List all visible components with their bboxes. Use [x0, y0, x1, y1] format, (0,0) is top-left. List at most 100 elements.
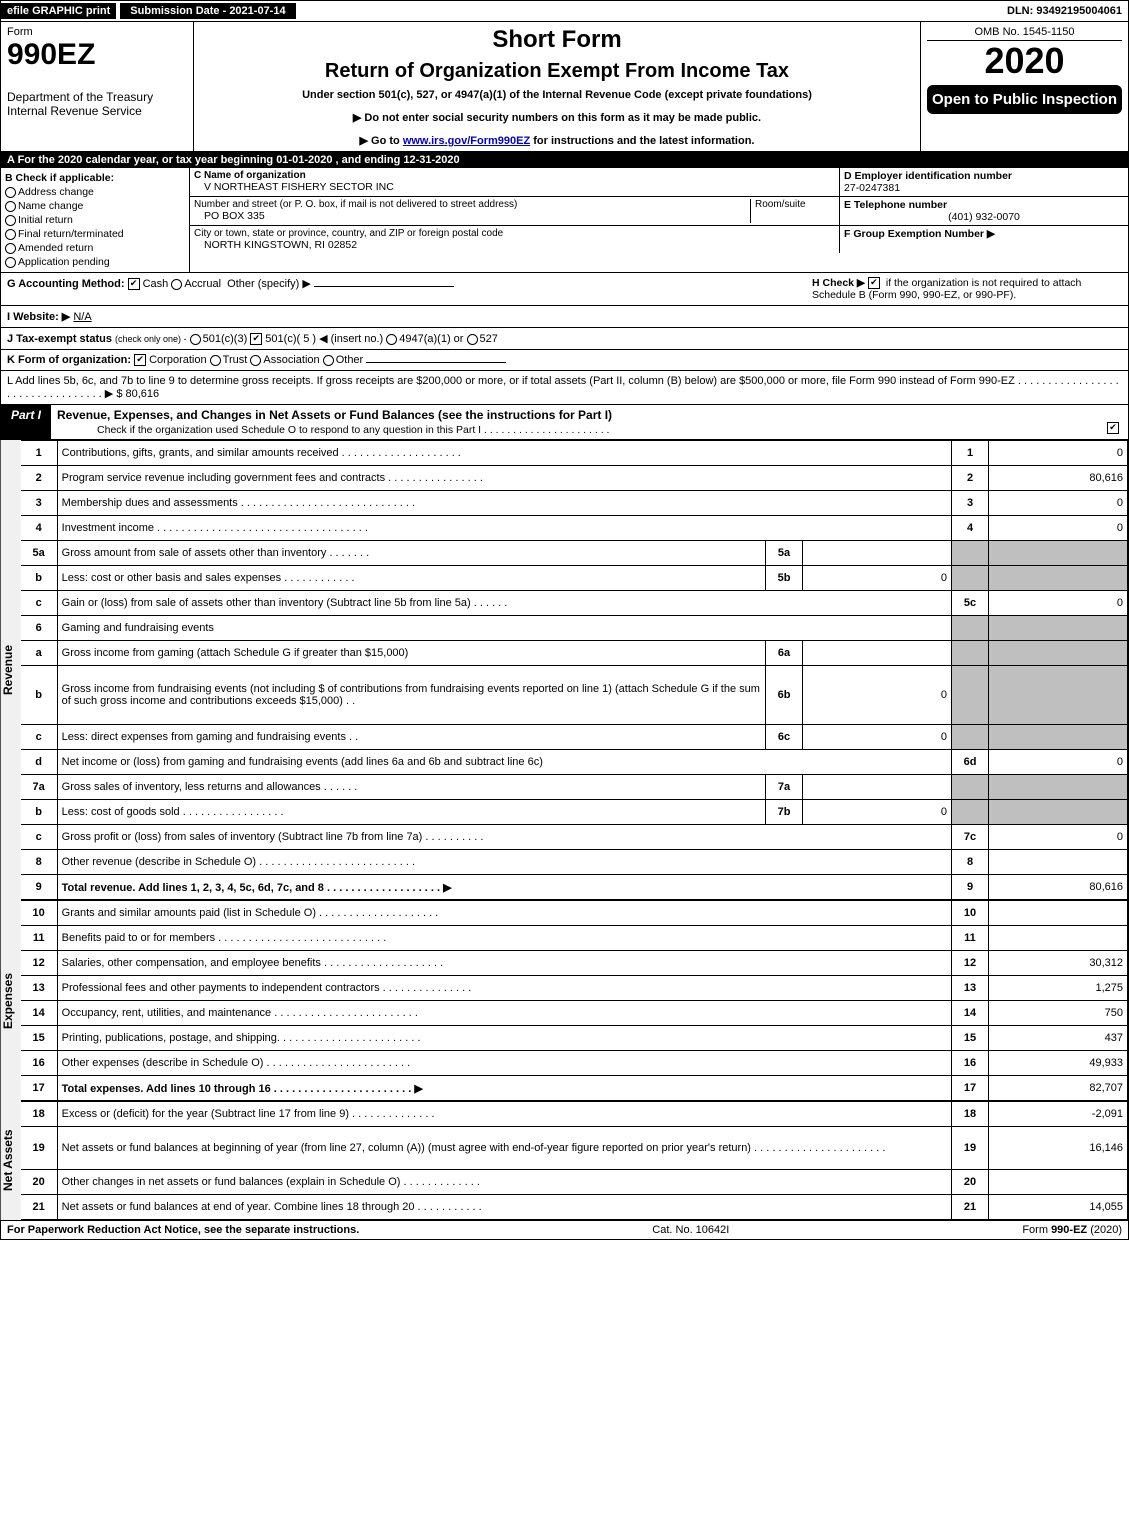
ln5a-desc: Gross amount from sale of assets other t…	[57, 541, 765, 566]
label-k: K Form of organization:	[7, 354, 131, 366]
lbl-amended-return: Amended return	[18, 242, 93, 254]
cb-527[interactable]	[467, 334, 478, 345]
top-bar: efile GRAPHIC print Submission Date - 20…	[1, 1, 1128, 22]
cb-4947[interactable]	[386, 334, 397, 345]
ln2-lbl: 2	[952, 466, 989, 491]
ln20-val	[989, 1170, 1128, 1195]
ln6a-valshade	[989, 641, 1128, 666]
lbl-trust: Trust	[223, 354, 248, 366]
ln10-num: 10	[21, 901, 58, 926]
ln7a-desc: Gross sales of inventory, less returns a…	[57, 775, 765, 800]
cb-initial-return[interactable]	[5, 215, 16, 226]
ln16-lbl: 16	[952, 1051, 989, 1076]
row-g-h: G Accounting Method: ✔Cash Accrual Other…	[1, 273, 1128, 306]
label-j: J Tax-exempt status	[7, 333, 112, 345]
ln5c-val: 0	[989, 591, 1128, 616]
j-sub: (check only one) -	[115, 334, 187, 344]
ln7c-val: 0	[989, 825, 1128, 850]
ln20-lbl: 20	[952, 1170, 989, 1195]
website-value: N/A	[73, 311, 91, 323]
cb-corporation[interactable]: ✔	[134, 354, 146, 366]
cb-association[interactable]	[250, 355, 261, 366]
ln3-desc: Membership dues and assessments . . . . …	[57, 491, 951, 516]
header-right: OMB No. 1545-1150 2020 Open to Public In…	[921, 22, 1128, 151]
lbl-application-pending: Application pending	[18, 256, 110, 268]
cb-501c[interactable]: ✔	[250, 333, 262, 345]
ln6c-inlbl: 6c	[766, 725, 803, 750]
cb-final-return[interactable]	[5, 229, 16, 240]
ln10-desc: Grants and similar amounts paid (list in…	[57, 901, 951, 926]
ln7a-inval	[803, 775, 952, 800]
ln13-desc: Professional fees and other payments to …	[57, 976, 951, 1001]
ln19-num: 19	[21, 1127, 58, 1170]
cb-name-change[interactable]	[5, 201, 16, 212]
part1-title: Revenue, Expenses, and Changes in Net As…	[57, 408, 612, 422]
ln8-lbl: 8	[952, 850, 989, 875]
cb-501c3[interactable]	[190, 334, 201, 345]
goto-suffix: for instructions and the latest informat…	[533, 135, 754, 147]
ln9-lbl: 9	[952, 875, 989, 900]
expenses-table: 10Grants and similar amounts paid (list …	[21, 900, 1128, 1101]
ln1-desc: Contributions, gifts, grants, and simila…	[57, 441, 951, 466]
ln10-val	[989, 901, 1128, 926]
form-990ez-page: efile GRAPHIC print Submission Date - 20…	[0, 0, 1129, 1240]
open-public-inspection: Open to Public Inspection	[927, 85, 1122, 114]
ln15-val: 437	[989, 1026, 1128, 1051]
label-g: G Accounting Method:	[7, 278, 125, 290]
side-revenue: Revenue	[1, 440, 21, 900]
cb-h-check[interactable]: ✔	[868, 277, 880, 289]
ln9-val: 80,616	[989, 875, 1128, 900]
other-method-input[interactable]	[314, 286, 454, 287]
ln14-desc: Occupancy, rent, utilities, and maintena…	[57, 1001, 951, 1026]
ln4-val: 0	[989, 516, 1128, 541]
ln2-num: 2	[21, 466, 58, 491]
ln15-num: 15	[21, 1026, 58, 1051]
label-d-ein: D Employer identification number	[844, 170, 1124, 182]
ln21-desc: Net assets or fund balances at end of ye…	[57, 1195, 951, 1220]
cb-part1-schedule-o[interactable]: ✔	[1107, 422, 1119, 434]
cb-address-change[interactable]	[5, 187, 16, 198]
ln6b-num: b	[21, 666, 58, 725]
ln19-lbl: 19	[952, 1127, 989, 1170]
ln8-num: 8	[21, 850, 58, 875]
ln6c-num: c	[21, 725, 58, 750]
ln17-num: 17	[21, 1076, 58, 1101]
ln6b-inval: 0	[803, 666, 952, 725]
cb-trust[interactable]	[210, 355, 221, 366]
ln6d-desc: Net income or (loss) from gaming and fun…	[57, 750, 951, 775]
ln20-desc: Other changes in net assets or fund bala…	[57, 1170, 951, 1195]
side-expenses: Expenses	[1, 900, 21, 1101]
ln7b-shade	[952, 800, 989, 825]
ln5b-shade	[952, 566, 989, 591]
ln7a-num: 7a	[21, 775, 58, 800]
ln1-num: 1	[21, 441, 58, 466]
efile-print-label[interactable]: efile GRAPHIC print	[1, 3, 116, 19]
ln8-val	[989, 850, 1128, 875]
label-street: Number and street (or P. O. box, if mail…	[194, 199, 750, 210]
short-form-title: Short Form	[202, 26, 912, 54]
cb-application-pending[interactable]	[5, 257, 16, 268]
label-h: H Check ▶	[812, 277, 865, 289]
form-label: Form	[7, 26, 187, 38]
lbl-address-change: Address change	[18, 186, 94, 198]
ln17-lbl: 17	[952, 1076, 989, 1101]
ln3-lbl: 3	[952, 491, 989, 516]
ln6-desc: Gaming and fundraising events	[57, 616, 951, 641]
cb-other-org[interactable]	[323, 355, 334, 366]
ln6a-shade	[952, 641, 989, 666]
return-title: Return of Organization Exempt From Incom…	[202, 60, 912, 83]
lbl-cash: Cash	[143, 278, 169, 290]
ln7c-desc: Gross profit or (loss) from sales of inv…	[57, 825, 951, 850]
ln19-val: 16,146	[989, 1127, 1128, 1170]
ln6-valshade	[989, 616, 1128, 641]
cb-accrual[interactable]	[171, 279, 182, 290]
ln3-val: 0	[989, 491, 1128, 516]
other-org-input[interactable]	[366, 362, 506, 363]
part1-header-row: Part I Revenue, Expenses, and Changes in…	[1, 405, 1128, 440]
lbl-527: 527	[480, 333, 498, 345]
ln5c-desc: Gain or (loss) from sale of assets other…	[57, 591, 951, 616]
cb-amended-return[interactable]	[5, 243, 16, 254]
ln6-shade	[952, 616, 989, 641]
cb-cash[interactable]: ✔	[128, 278, 140, 290]
irs-link[interactable]: www.irs.gov/Form990EZ	[403, 135, 530, 147]
